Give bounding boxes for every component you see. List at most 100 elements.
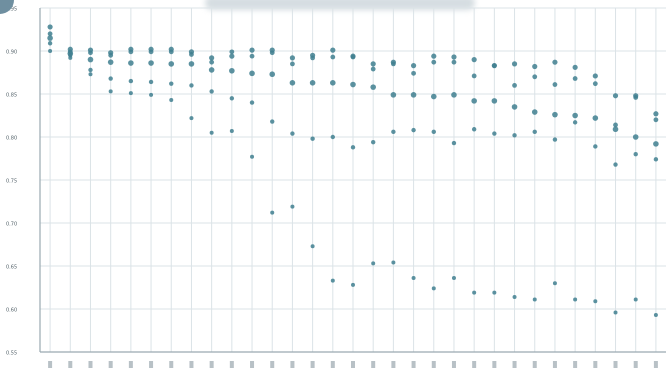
data-point (633, 297, 638, 302)
data-point (632, 134, 639, 140)
x-tick-mark (229, 361, 234, 368)
data-point (47, 41, 53, 46)
x-tick-mark (492, 361, 497, 368)
x-tick-mark (391, 361, 396, 368)
data-point (350, 81, 356, 88)
data-point (653, 111, 659, 117)
data-point (290, 204, 295, 209)
data-point (592, 81, 598, 87)
x-tick-mark (552, 361, 557, 368)
x-tick-mark (532, 361, 537, 368)
data-point (249, 53, 255, 59)
data-point (633, 152, 638, 157)
x-tick-mark (169, 361, 174, 368)
data-point (310, 55, 316, 61)
data-point (209, 59, 215, 65)
data-point (633, 95, 639, 100)
data-point (491, 98, 498, 104)
data-point (430, 93, 437, 100)
data-point (229, 53, 235, 59)
grid (40, 7, 666, 353)
data-point (431, 286, 436, 291)
data-point (532, 74, 538, 80)
data-point (411, 70, 416, 76)
data-point (592, 73, 598, 79)
data-point (310, 136, 315, 141)
data-point (411, 276, 416, 281)
x-tick-mark (310, 361, 315, 368)
data-point (431, 59, 437, 65)
data-point (108, 76, 113, 81)
data-point (148, 79, 154, 85)
data-point (47, 31, 53, 37)
data-point (552, 111, 558, 118)
x-tick-mark (593, 361, 598, 368)
data-point (209, 89, 214, 94)
data-point (391, 260, 396, 265)
x-tick-mark (149, 361, 154, 368)
data-point (411, 127, 416, 133)
x-tick-mark (128, 361, 133, 368)
data-point (189, 83, 194, 88)
data-point (330, 54, 336, 60)
data-point (410, 92, 417, 98)
data-point (613, 162, 618, 167)
data-point (532, 63, 538, 70)
data-point (188, 61, 195, 67)
data-point (531, 109, 538, 115)
data-point (48, 49, 53, 53)
data-point (390, 61, 396, 67)
data-point (189, 52, 194, 57)
x-tick-mark (411, 361, 416, 368)
data-point (250, 154, 255, 159)
data-point (653, 117, 659, 123)
data-point (249, 100, 255, 105)
data-point (612, 93, 619, 99)
data-point (593, 144, 598, 149)
data-point (370, 139, 376, 145)
data-point (370, 66, 376, 72)
data-point (431, 53, 437, 59)
x-tick-mark (330, 361, 335, 368)
data-point (47, 35, 53, 41)
x-tick-mark (351, 361, 355, 368)
data-point (289, 80, 296, 86)
data-point (370, 61, 376, 67)
y-tick-label: 0.65 (6, 265, 17, 271)
data-point (330, 134, 336, 140)
data-point (532, 297, 537, 302)
data-point (653, 141, 659, 147)
data-point (471, 57, 477, 63)
x-tick-mark (209, 361, 214, 368)
data-point (88, 50, 93, 56)
x-tick-mark (371, 361, 376, 368)
data-point (350, 145, 356, 150)
y-tick-label: 0.80 (6, 136, 17, 142)
data-point (128, 49, 134, 55)
data-point (552, 137, 558, 142)
data-point (249, 70, 255, 77)
data-point (653, 157, 659, 162)
data-point (310, 244, 315, 249)
y-tick-label: 0.55 (6, 351, 17, 357)
data-point (148, 60, 154, 66)
data-point (472, 290, 477, 295)
y-tick-labels: 0.95 0.90 0.85 0.80 0.75 0.70 0.65 0.60 0.55 (6, 7, 17, 357)
data-point (108, 52, 114, 58)
data-point (451, 59, 457, 65)
x-tick-mark (431, 361, 436, 368)
data-point (451, 140, 457, 146)
y-tick-label: 0.70 (6, 222, 17, 228)
data-point (532, 129, 537, 135)
x-tick-mark (653, 361, 658, 368)
data-point (209, 130, 214, 135)
x-tick-mark (189, 361, 194, 368)
data-point (451, 92, 457, 98)
data-point (612, 126, 619, 133)
data-point (229, 96, 235, 101)
data-point (552, 59, 558, 65)
data-point (229, 67, 235, 74)
data-point (269, 50, 275, 56)
data-point (572, 76, 578, 81)
